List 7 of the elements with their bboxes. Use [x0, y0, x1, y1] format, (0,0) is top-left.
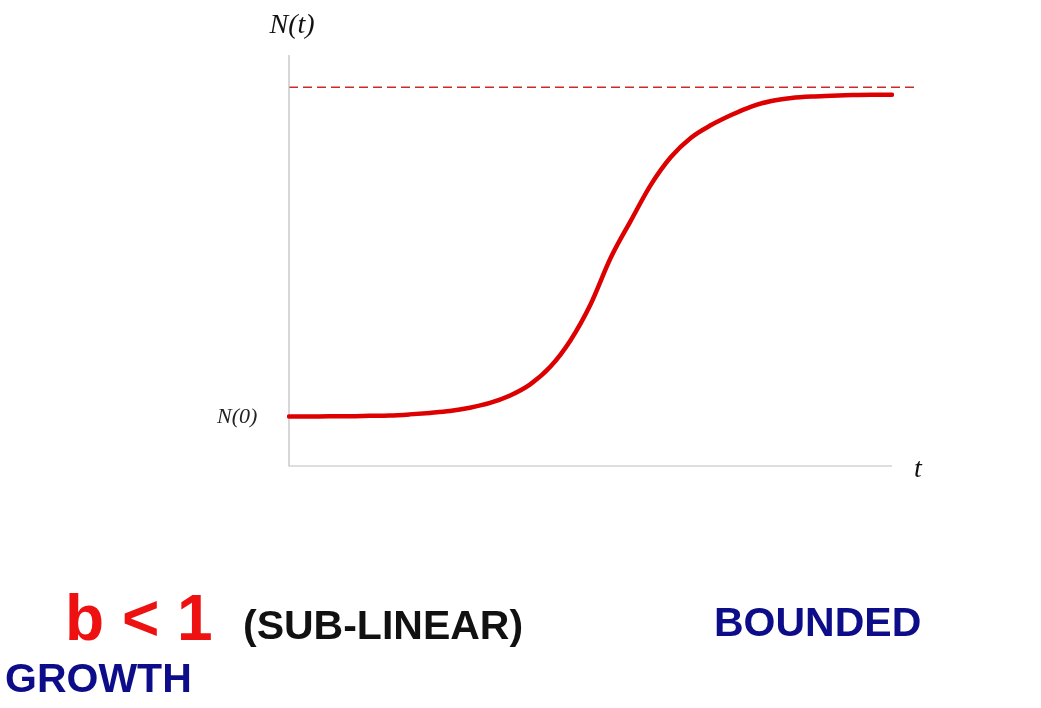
- y-axis-title: N(t): [268, 8, 315, 39]
- text: (SUB-LINEAR): [243, 602, 524, 648]
- x-axis-title: t: [914, 452, 923, 483]
- text: N(0): [217, 403, 258, 428]
- text: BOUNDED: [714, 599, 922, 645]
- text: GROWTH: [5, 655, 192, 701]
- text: b < 1: [65, 582, 213, 654]
